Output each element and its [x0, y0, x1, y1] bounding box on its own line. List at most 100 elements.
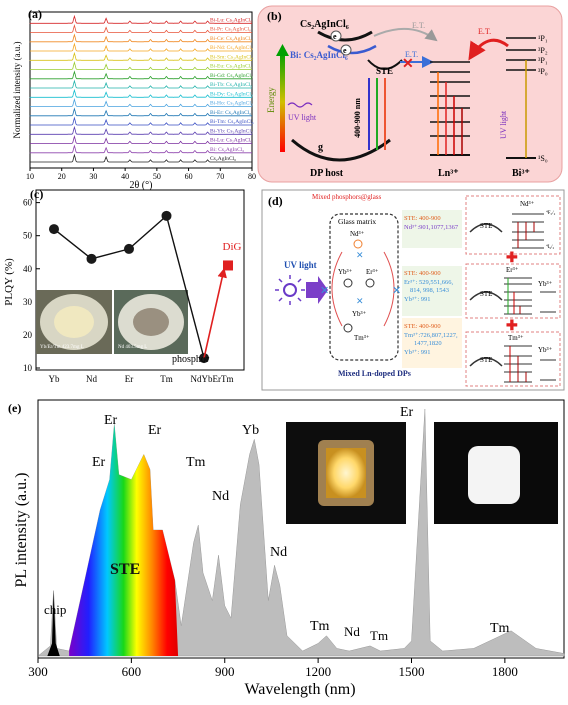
photo-2-caption: Nd 403.5mg L — [118, 345, 147, 350]
ion-er: Er³⁺ — [366, 268, 379, 276]
xrd-trace — [29, 144, 252, 154]
box2-line1: STE: 400-900 — [404, 270, 441, 277]
peak-er-2: Er — [104, 413, 118, 428]
energy-arrowhead — [276, 44, 289, 56]
peak-tm-4: Tm — [490, 621, 510, 636]
plqy-photos: Yb/Er/Tm 423.7mg L Nd 403.5mg L — [36, 290, 188, 354]
ste-label: STE — [376, 66, 393, 76]
glass-matrix-label: Glass matrix — [338, 217, 376, 226]
et-arrow-1 — [373, 27, 438, 42]
xrd-legend-entry: Bi-Dy: Cs₂AgInCl₆ — [210, 91, 253, 97]
xrd-trace — [29, 88, 252, 98]
nd-term-6: ⁴I₉/₂ — [546, 244, 555, 250]
panel-e-axes — [37, 399, 565, 659]
xrd-legend-entry: Bi-Ce: Cs₂AgInCl₆ — [210, 36, 252, 42]
plqy-ytick-label: 40 — [23, 264, 33, 274]
ln-label: Ln³⁺ — [438, 168, 459, 179]
cross-link-2-icon: ✕ — [392, 285, 401, 297]
peak-tm-2: Tm — [310, 619, 330, 634]
info-box-3 — [402, 318, 462, 368]
nd-diagram-ion: Nd³⁺ — [520, 200, 535, 208]
ion-yb-1: Yb³⁺ — [338, 268, 353, 276]
box2-line3: 814, 998, 1543 — [410, 287, 449, 294]
panel-b-background — [257, 5, 563, 183]
er-diagram-ion: Er³⁺ — [506, 266, 519, 274]
energy-arrow — [280, 52, 285, 152]
xrd-xtick-label: 30 — [89, 172, 97, 181]
nd-diagram-ste: STE — [480, 222, 492, 230]
xrd-trace — [30, 61, 252, 70]
cross-link-3-icon: ✕ — [356, 250, 364, 260]
yb-diagram-ion-1: Yb³⁺ — [538, 280, 553, 288]
plqy-ytick-label: 60 — [23, 198, 33, 208]
ion-nd: Nd³⁺ — [350, 230, 365, 238]
uv2-label: UV light — [499, 110, 508, 139]
xrd-trace — [30, 42, 252, 52]
plqy-xticks: Yb Nd Er Tm NdYbErTm — [49, 374, 234, 384]
panel-e-ylabel: PL intensity (a.u.) — [13, 473, 30, 588]
xrd-xtick-label: 40 — [121, 172, 129, 181]
plqy-point — [86, 253, 97, 264]
et1-label: E.T. — [412, 21, 425, 30]
box2-line2: Er³⁺: 529,551,666, — [404, 279, 453, 286]
xrd-legend-entry: Bi-Yb: Cs₂AgInCl₆ — [210, 128, 253, 134]
cycle-arrow-right — [383, 251, 395, 327]
xrd-trace — [30, 79, 252, 89]
xrd-xtick-label: 10 — [26, 172, 34, 181]
cross-link-4-icon: ✕ — [356, 296, 364, 306]
tm-diagram-ion: Tm³⁺ — [508, 334, 524, 342]
pl-xticks: 300 600 900 1200 1500 1800 — [28, 658, 518, 679]
ground-curve — [291, 138, 391, 162]
xrd-legend-entry: Bi-Tm: Cs₂AgInCl₆ — [210, 119, 254, 125]
xrd-trace — [30, 24, 252, 33]
bi-level-1: ¹P₁ — [538, 34, 548, 43]
peak-yb: Yb — [242, 423, 259, 438]
er-diagram-ste: STE — [480, 290, 492, 298]
pl-spectrum — [37, 408, 565, 657]
xrd-legend-entry: Bi-Er: Cs₂AgInCl₆ — [210, 110, 251, 116]
peak-nd-3: Nd — [344, 624, 360, 639]
plqy-ytick-label: 50 — [23, 231, 33, 241]
e2-label: e — [343, 46, 347, 55]
host-top-label: Cs₂AgInCl₆ — [300, 19, 349, 30]
uv1-label: UV light — [288, 113, 317, 122]
xrd-legend-entry: Bi-Pr: Cs₂AgInCl₆ — [210, 27, 251, 33]
peak-nd-1: Nd — [212, 489, 229, 504]
uv-arrow-icon — [306, 276, 328, 304]
info-box-1 — [402, 210, 462, 248]
ion-tm: Tm³⁺ — [354, 334, 370, 342]
panel-a-label: (a) — [28, 7, 42, 21]
dig-annotation: DiG — [223, 241, 242, 253]
panel-c-axes — [35, 189, 245, 371]
nm-label: 400-900 nm — [353, 98, 362, 138]
xrd-legend-entry: Bi-Lu: Cs₂AgInCl₆ — [210, 138, 252, 144]
host-bi-label: Bi: Cs₂AgInCl₆ — [290, 50, 348, 60]
panel-a-axes — [29, 11, 253, 169]
plqy-point — [161, 210, 172, 221]
led-photo-nir — [434, 422, 558, 524]
xrd-xtick-label: 70 — [216, 172, 224, 181]
panel-b-label: (b) — [267, 9, 282, 23]
xrd-trace — [30, 98, 252, 107]
photo-1-caption: Yb/Er/Tm 423.7mg L — [40, 345, 84, 350]
xrd-legend-entry: Bi: Cs₂AgInCl₆ — [210, 147, 244, 153]
bi-label: Bi³⁺ — [512, 168, 530, 179]
cb-curve — [317, 30, 373, 42]
tm-diagram-ste: STE — [480, 356, 492, 364]
pl-xtick-label: 1500 — [398, 664, 424, 679]
et2-label: E.T. — [405, 50, 418, 59]
glass-matrix-box — [329, 213, 399, 361]
box3-line3: 1477,1820 — [414, 340, 442, 347]
tm-band-curve — [469, 357, 503, 367]
plqy-xtick-label: Yb — [49, 374, 60, 384]
panel-e: (e) PL intensity (a.u.) 300 600 900 1200 150… — [8, 399, 565, 698]
diagram-er — [465, 263, 561, 319]
plqy-xtick-label: NdYbErTm — [191, 374, 234, 384]
led-photo-on — [286, 422, 406, 524]
xrd-legend-entry: Bi-Gd: Cs₂AgInCl₆ — [210, 73, 253, 79]
ion-yb-2: Yb³⁺ — [352, 310, 367, 318]
dig-point — [223, 260, 233, 271]
panel-e-xlabel: Wavelength (nm) — [244, 681, 355, 698]
